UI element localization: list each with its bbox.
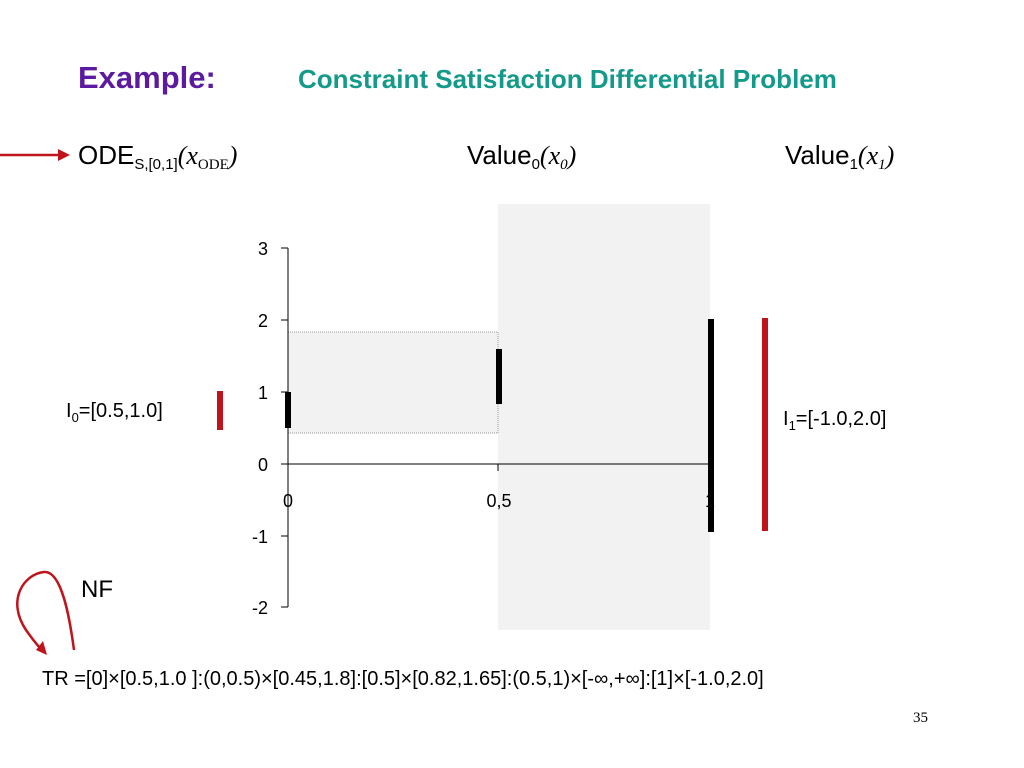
example-label: Example: [78, 60, 216, 95]
value0-variable: x [548, 141, 561, 170]
value0-label: Value0(x0) [467, 140, 577, 173]
unbounded-box-region [498, 204, 710, 630]
y-tick-label: -1 [252, 527, 268, 547]
ode-variable-sub: ODE [197, 157, 229, 173]
i1-main: I [783, 408, 789, 430]
value0-open-paren: ( [539, 141, 549, 170]
value1-sub: 1 [849, 156, 858, 173]
ode-label-main: ODE [78, 140, 135, 170]
i1-range: =[-1.0,2.0] [795, 408, 887, 430]
value0-main: Value [467, 140, 532, 170]
i1-sub: 1 [788, 418, 796, 433]
ode-label-sub: S,[0,1] [134, 156, 178, 173]
y-tick-label: 1 [258, 383, 268, 403]
value1-variable: x [866, 141, 879, 170]
x-tick-label: 0 [283, 491, 293, 511]
y-tick-label: -2 [252, 598, 268, 618]
i0-range: =[0.5,1.0] [78, 400, 163, 422]
trajectory-text: TR =[0]×[0.5,1.0 ]:(0,0.5)×[0.45,1.8]:[0… [42, 668, 764, 690]
y-tick-label: 2 [258, 311, 268, 331]
value1-close-paren: ) [885, 141, 895, 170]
ode-label: ODES,[0,1](xODE) [78, 140, 238, 173]
loop-arrow-path [16, 570, 76, 651]
value1-open-paren: ( [857, 141, 867, 170]
value1-main: Value [785, 140, 850, 170]
value0-variable-sub: 0 [560, 157, 568, 173]
x-tick-label: 0,5 [486, 491, 511, 511]
value0-close-paren: ) [567, 141, 577, 170]
nf-label: NF [81, 576, 113, 603]
slide-number: 35 [913, 710, 928, 726]
y-tick-label: 3 [258, 239, 268, 259]
ode-variable: x [186, 141, 198, 170]
bounded-box-region [287, 331, 499, 434]
ode-open-paren: ( [177, 141, 187, 170]
value1-label: Value1(x1) [785, 140, 895, 173]
ode-close-paren: ) [228, 141, 238, 170]
value1-variable-sub: 1 [878, 157, 886, 173]
loop-arrow-icon [36, 641, 47, 655]
i0-sub: 0 [71, 410, 79, 425]
pointer-arrow-icon [58, 149, 70, 161]
i0-main: I [66, 400, 72, 422]
slide-title: Constraint Satisfaction Differential Pro… [298, 64, 837, 94]
value0-sub: 0 [531, 156, 540, 173]
i0-label: I0=[0.5,1.0] [66, 400, 163, 425]
y-tick-label: 0 [258, 455, 268, 475]
i1-label: I1=[-1.0,2.0] [783, 408, 887, 433]
